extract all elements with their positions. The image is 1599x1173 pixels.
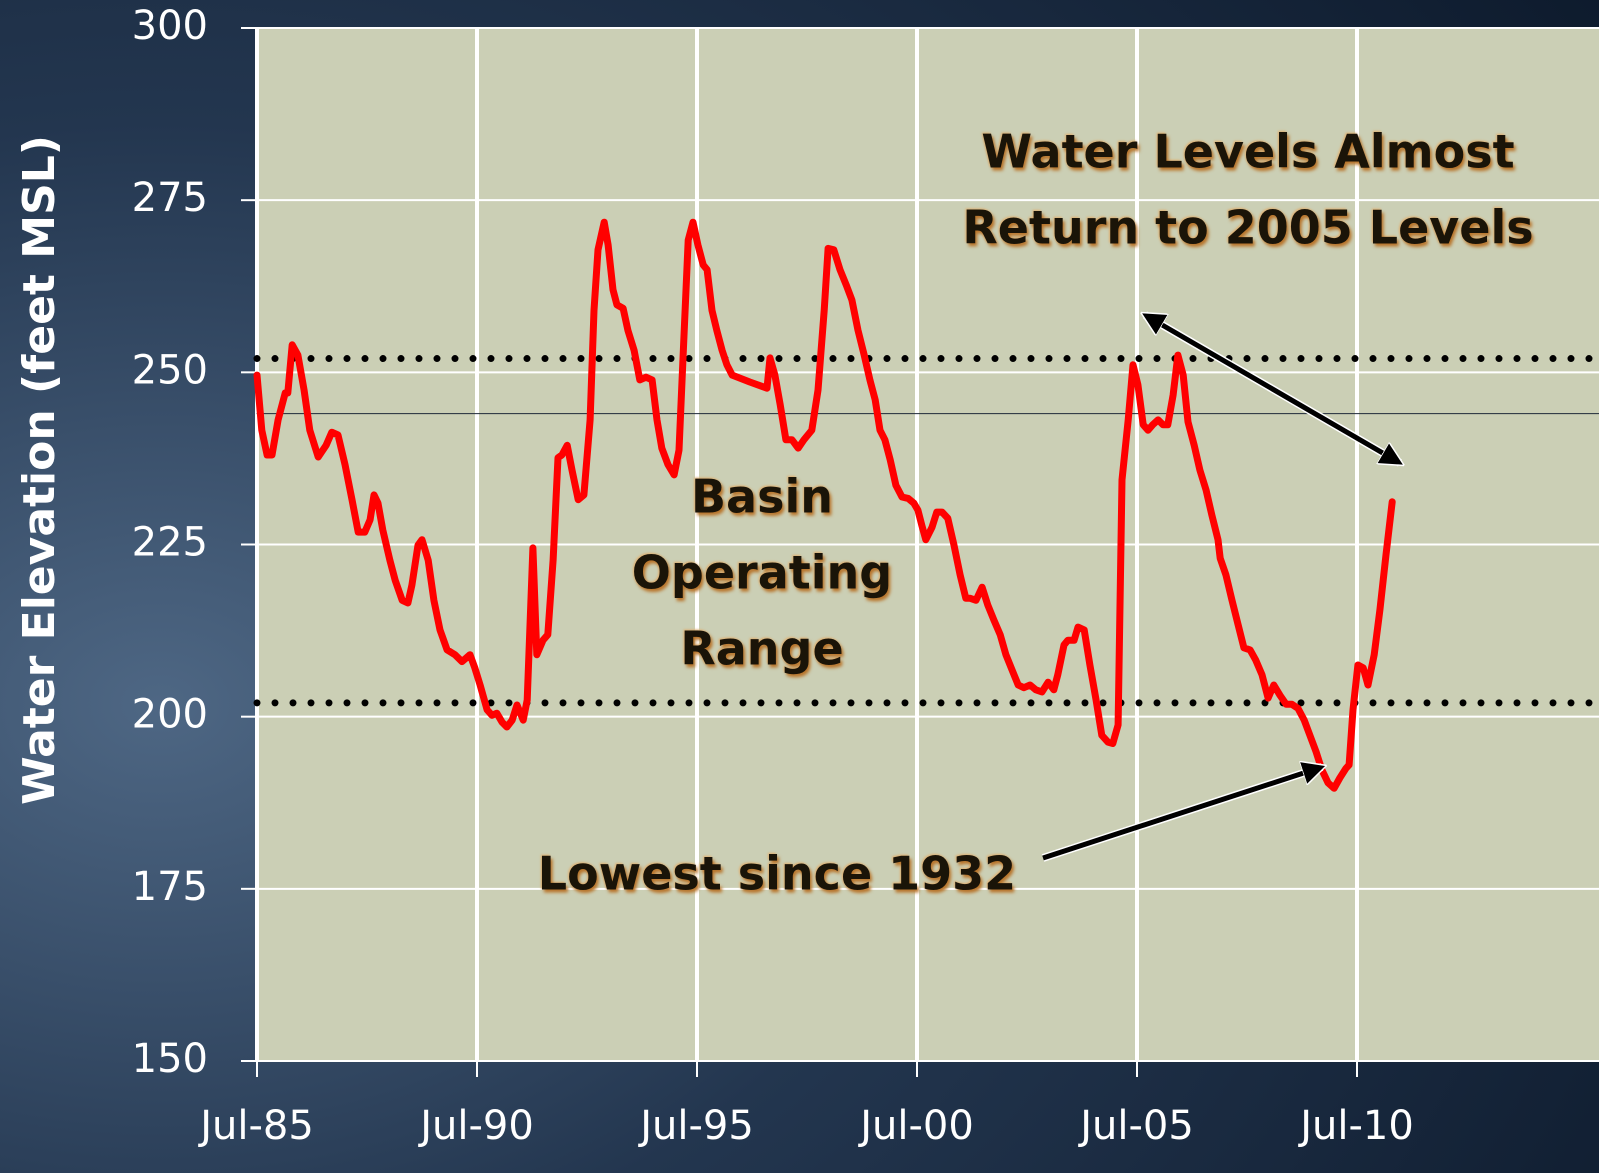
y-tick-label: 200: [132, 692, 208, 738]
y-tick-label: 275: [132, 175, 208, 221]
x-tick-label: Jul-90: [417, 1103, 534, 1149]
x-tick-label: Jul-05: [1077, 1103, 1194, 1149]
arrow: [1145, 315, 1400, 463]
y-axis-label: Water Elevation (feet MSL): [14, 135, 65, 805]
y-tick-label: 250: [132, 347, 208, 393]
y-tick-label: 300: [132, 3, 208, 49]
annotation: Lowest since 1932: [538, 847, 1016, 901]
data-line: [253, 218, 1396, 792]
annotation: Operating: [632, 546, 892, 600]
grid: [241, 27, 1599, 1077]
annotation: Water Levels Almost: [981, 125, 1514, 179]
y-tick-label: 150: [132, 1036, 208, 1082]
labels: Water Elevation (feet MSL) 150 175 200 225 2…: [14, 3, 1534, 1149]
x-tick-label: Jul-85: [197, 1103, 314, 1149]
y-tick-label: 225: [132, 520, 208, 566]
annotation: Return to 2005 Levels: [962, 201, 1533, 255]
annotation: Range: [680, 622, 843, 676]
x-tick-label: Jul-00: [857, 1103, 974, 1149]
y-tick-label: 175: [132, 864, 208, 910]
annotation: Basin: [691, 470, 833, 524]
arrow: [1042, 767, 1322, 861]
x-tick-label: Jul-95: [637, 1103, 754, 1149]
x-tick-label: Jul-10: [1297, 1103, 1414, 1149]
arrows: [1041, 311, 1400, 862]
